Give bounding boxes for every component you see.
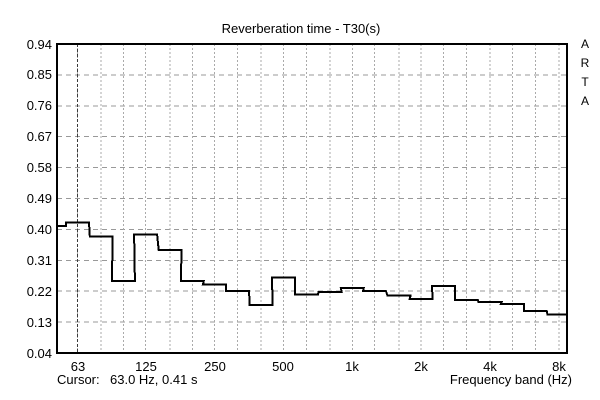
vertical-gridlines [77,44,560,353]
arta-watermark-letter: A [580,94,589,108]
x-axis-title: Frequency band (Hz) [449,372,572,387]
arta-watermark-letter: T [581,75,589,89]
y-tick-label: 0.13 [26,315,52,330]
y-tick-label: 0.76 [26,98,52,113]
cursor-readout-value: 63.0 Hz, 0.41 s [110,372,198,387]
y-tick-label: 0.49 [26,191,52,206]
t30-step-line [58,221,566,316]
y-tick-label: 0.40 [26,222,52,237]
chart-plot-area[interactable] [56,43,568,354]
chart-title: Reverberation time - T30(s) [221,21,381,36]
x-tick-label: 4k [483,359,497,374]
plot-frame [56,43,568,354]
x-tick-label: 1k [345,359,359,374]
x-tick-label: 63 [70,359,86,374]
chart-canvas[interactable] [56,43,568,354]
arta-watermark-letter: R [580,56,590,70]
cursor-readout-label: Cursor: [57,372,100,387]
y-tick-label: 0.85 [26,67,52,82]
y-tick-label: 0.04 [26,346,52,361]
y-tick-label: 0.31 [26,253,52,268]
status-bar: Cursor: 63.0 Hz, 0.41 s Frequency band (… [0,372,600,390]
x-tick-label: 2k [414,359,428,374]
y-tick-label: 0.58 [26,160,52,175]
y-tick-label: 0.22 [26,284,52,299]
y-tick-label: 0.94 [26,37,52,52]
x-tick-label: 8k [552,359,566,374]
x-tick-label: 125 [135,359,157,374]
arta-watermark-letter: A [580,37,589,51]
x-tick-label: 500 [272,359,294,374]
x-tick-label: 250 [204,359,226,374]
y-tick-label: 0.67 [26,129,52,144]
horizontal-gridlines [57,74,567,323]
